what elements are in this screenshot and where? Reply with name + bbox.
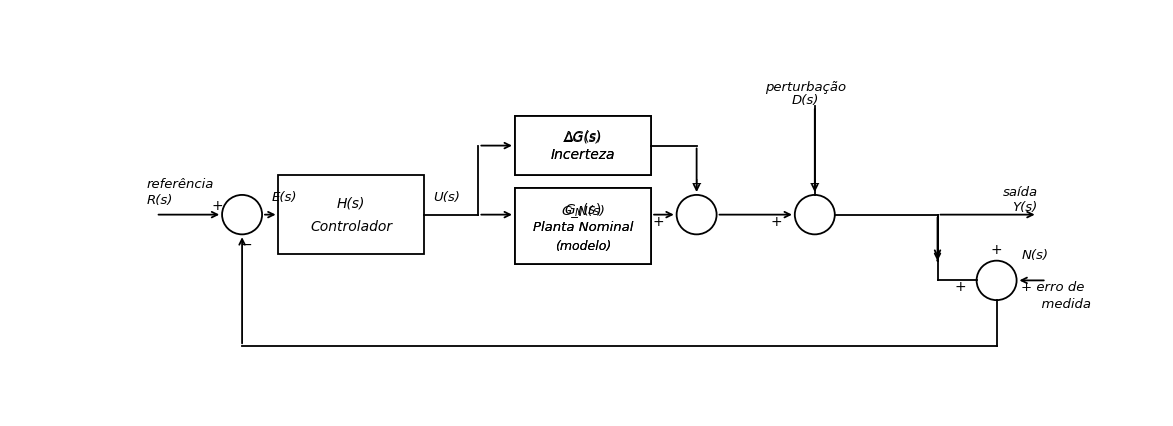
Text: Incerteza: Incerteza <box>551 148 615 162</box>
Text: +: + <box>691 177 703 191</box>
Text: Controlador: Controlador <box>310 220 392 234</box>
Text: H(s): H(s) <box>337 196 365 210</box>
Text: Y(s): Y(s) <box>1012 201 1038 213</box>
Text: +: + <box>211 199 223 212</box>
Text: +: + <box>991 242 1003 256</box>
Text: +: + <box>771 214 782 228</box>
Text: D(s): D(s) <box>792 94 820 107</box>
Bar <box>515 117 651 176</box>
Text: U(s): U(s) <box>433 190 460 204</box>
Text: $G_N(s)$: $G_N(s)$ <box>564 201 602 219</box>
Bar <box>278 176 423 254</box>
Text: Incerteza: Incerteza <box>551 148 615 162</box>
Text: N(s): N(s) <box>1022 248 1049 261</box>
Text: Planta Nominal: Planta Nominal <box>533 220 633 233</box>
Text: E(s): E(s) <box>271 190 297 204</box>
Text: + erro de: + erro de <box>1022 281 1085 294</box>
Text: referência: referência <box>147 178 213 190</box>
Text: $\Delta G(s)$: $\Delta G(s)$ <box>563 128 603 144</box>
Text: saída: saída <box>1003 186 1038 199</box>
Text: −: − <box>240 238 252 252</box>
Text: perturbação: perturbação <box>765 81 846 94</box>
Text: G_N(s): G_N(s) <box>561 204 605 216</box>
Text: +: + <box>809 177 821 191</box>
Text: R(s): R(s) <box>147 194 172 207</box>
Text: +: + <box>955 279 967 294</box>
Bar <box>515 117 651 176</box>
Text: (modelo): (modelo) <box>555 239 611 252</box>
Text: medida: medida <box>1033 297 1091 310</box>
Bar <box>515 189 651 264</box>
Text: (modelo): (modelo) <box>555 239 611 252</box>
Bar <box>515 189 651 264</box>
Text: Planta Nominal: Planta Nominal <box>533 220 633 233</box>
Text: ΔG(s): ΔG(s) <box>564 130 602 144</box>
Text: +: + <box>652 214 664 228</box>
